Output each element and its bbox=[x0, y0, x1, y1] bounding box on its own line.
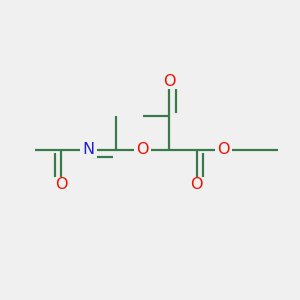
Text: O: O bbox=[217, 142, 230, 158]
Text: N: N bbox=[82, 142, 94, 158]
Bar bbox=[188, 177, 205, 192]
Text: O: O bbox=[163, 74, 176, 88]
Bar bbox=[80, 142, 97, 158]
Bar bbox=[161, 73, 178, 89]
Text: O: O bbox=[55, 177, 68, 192]
Bar bbox=[215, 142, 232, 158]
Bar bbox=[134, 142, 151, 158]
Bar bbox=[53, 177, 70, 192]
Text: O: O bbox=[136, 142, 149, 158]
Text: O: O bbox=[190, 177, 203, 192]
